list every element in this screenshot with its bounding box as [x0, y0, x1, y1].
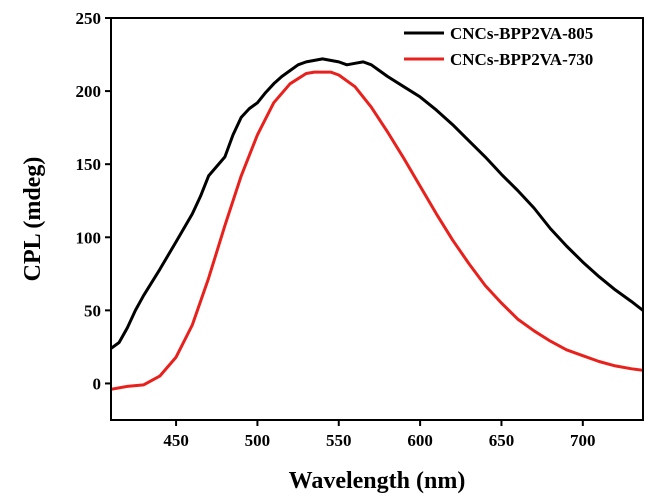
x-tick-label: 450	[163, 431, 189, 450]
series-line-2	[110, 70, 644, 391]
y-tick-label: 250	[76, 9, 102, 28]
series-line-1	[110, 57, 644, 350]
x-axis-title: Wavelength (nm)	[289, 468, 466, 494]
plot-frame	[110, 17, 644, 421]
y-tick-label: 200	[76, 82, 102, 101]
y-tick-label: 0	[93, 374, 102, 393]
x-tick-label: 700	[570, 431, 596, 450]
y-tick-label: 150	[76, 155, 102, 174]
x-tick-label: 650	[489, 431, 515, 450]
legend-label-2: CNCs-BPP2VA-730	[450, 50, 593, 69]
x-tick-label: 500	[245, 431, 271, 450]
legend: CNCs-BPP2VA-805 CNCs-BPP2VA-730	[404, 24, 593, 69]
tick-layer: 450 500 550 600 650 700 0 50 100 150 200 250	[76, 9, 596, 450]
y-tick-label: 100	[76, 228, 102, 247]
x-tick-label: 550	[326, 431, 352, 450]
series-layer	[110, 57, 644, 391]
y-tick-label: 50	[84, 301, 101, 320]
x-tick-label: 600	[407, 431, 433, 450]
legend-label-1: CNCs-BPP2VA-805	[450, 24, 593, 43]
y-axis-title: CPL (mdeg)	[20, 157, 46, 282]
